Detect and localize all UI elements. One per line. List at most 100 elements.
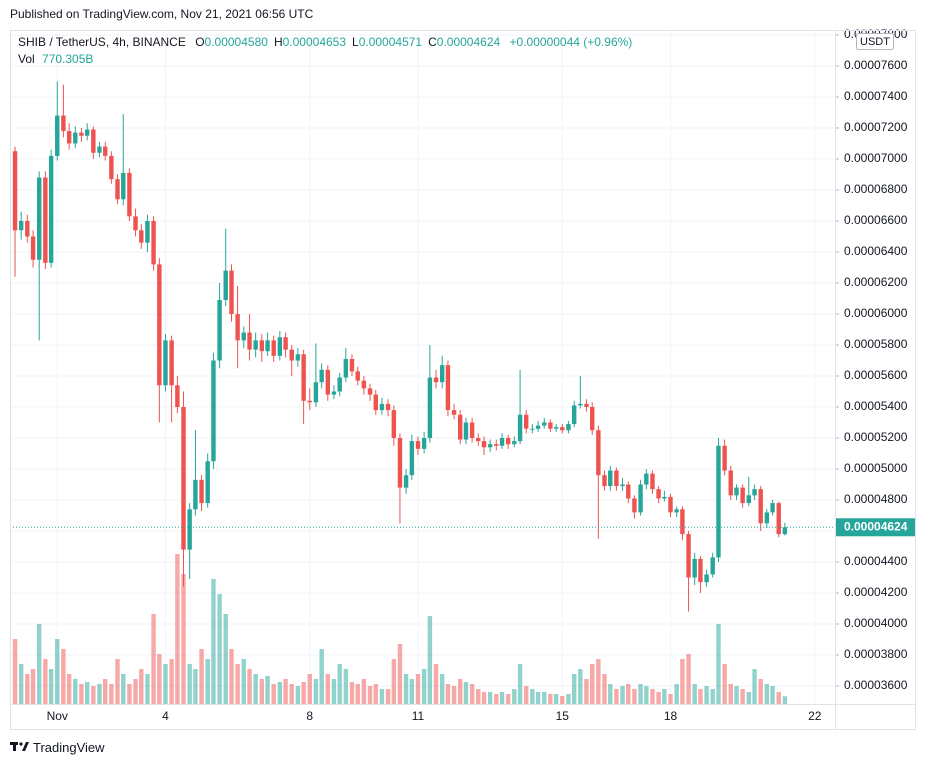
y-tick-label: 0.00005400	[844, 399, 908, 413]
y-tick-label: 0.00006200	[844, 275, 908, 289]
y-tick-label: 0.00004400	[844, 554, 908, 568]
volume-bar	[349, 682, 355, 704]
volume-bar	[337, 664, 342, 704]
currency-label[interactable]: USDT	[860, 36, 890, 48]
candle-body	[103, 146, 108, 156]
candle-body	[307, 400, 312, 403]
volume-bar	[397, 644, 403, 704]
candle-body	[223, 270, 228, 301]
volume-bar	[542, 692, 547, 704]
candle-body	[181, 406, 186, 550]
candle-body	[668, 496, 673, 513]
volume-bar	[710, 689, 715, 704]
candle-body	[656, 489, 661, 499]
candle-body	[343, 358, 349, 378]
y-tick-label: 0.00007000	[844, 151, 908, 165]
field-key: L	[352, 35, 359, 49]
candle-body	[337, 377, 342, 392]
volume-bar	[415, 674, 421, 704]
volume-bar	[620, 686, 625, 704]
volume-bar	[301, 682, 306, 704]
volume-bar	[73, 679, 78, 704]
candle-body	[349, 358, 355, 372]
volume-value: 770.305B	[42, 52, 94, 66]
volume-bar	[157, 654, 162, 704]
volume-bar	[187, 664, 192, 704]
candle-body	[626, 484, 631, 499]
y-tick-label: 0.00006000	[844, 306, 908, 320]
volume-bar	[25, 674, 30, 704]
volume-bar	[331, 679, 337, 704]
volume-bar	[319, 649, 324, 704]
volume-bar	[175, 554, 180, 704]
candle-body	[608, 470, 613, 487]
y-tick-label: 0.00006800	[844, 182, 908, 196]
y-tick-label: 0.00004000	[844, 616, 908, 630]
candle-body	[476, 437, 481, 442]
candle-body	[361, 380, 367, 389]
volume-bar	[48, 669, 54, 704]
volume-bar	[548, 694, 553, 704]
candle-body	[391, 410, 397, 438]
candle-body	[560, 427, 565, 431]
candle-body	[247, 332, 252, 350]
volume-bar	[223, 614, 228, 704]
candle-body	[397, 437, 403, 488]
volume-bar	[644, 686, 649, 704]
volume-bar	[145, 674, 150, 704]
field-value: 0.00004653	[282, 35, 347, 49]
candle-body	[43, 177, 48, 263]
candle-body	[686, 534, 691, 578]
y-tick-label: 0.00007600	[844, 58, 908, 72]
candle-body	[205, 461, 210, 504]
candle-body	[692, 558, 697, 578]
volume-bar	[596, 659, 601, 704]
volume-bar	[259, 679, 265, 704]
candle-body	[752, 489, 757, 496]
volume-bar	[409, 679, 415, 704]
candle-body	[776, 503, 781, 535]
candle-body	[638, 484, 643, 513]
candle-body	[187, 509, 192, 550]
legend-row: Vol 770.305B	[18, 51, 632, 68]
candle-layer	[10, 81, 835, 612]
volume-bar	[109, 684, 114, 704]
candle-body	[211, 360, 216, 462]
brand-logo	[10, 742, 29, 751]
volume-bar	[728, 684, 733, 704]
candle-body	[650, 473, 655, 490]
volume-bar	[37, 624, 42, 704]
candle-body	[716, 445, 721, 558]
candle-body	[37, 177, 42, 260]
volume-bar	[127, 684, 132, 704]
x-tick-label: 15	[556, 709, 570, 723]
candle-body	[313, 382, 319, 403]
candle-body	[614, 470, 619, 487]
change: +0.00000044 (+0.96%)	[509, 35, 633, 49]
volume-bar	[626, 684, 631, 704]
candle-body	[283, 337, 288, 350]
candle-body	[445, 365, 451, 411]
candle-body	[163, 340, 168, 386]
volume-bar	[758, 679, 763, 704]
volume-key: Vol	[18, 52, 35, 66]
volume-bar	[295, 686, 301, 704]
candle-body	[115, 179, 120, 200]
field-value: 0.00004571	[358, 35, 423, 49]
volume-bar	[97, 684, 102, 704]
volume-bar	[229, 649, 234, 704]
volume-bar	[469, 684, 475, 704]
x-tick-label: 22	[808, 709, 822, 723]
volume-bar	[481, 692, 487, 704]
candle-body	[710, 557, 715, 575]
candle-body	[79, 132, 84, 136]
volume-bar	[271, 684, 276, 704]
volume-bar	[241, 659, 246, 704]
candle-body	[644, 473, 649, 485]
field-value: 0.00004580	[204, 35, 268, 49]
volume-bar	[499, 692, 505, 704]
currency-box[interactable]	[856, 33, 894, 50]
volume-bar	[199, 649, 204, 704]
volume-bar	[530, 689, 535, 704]
